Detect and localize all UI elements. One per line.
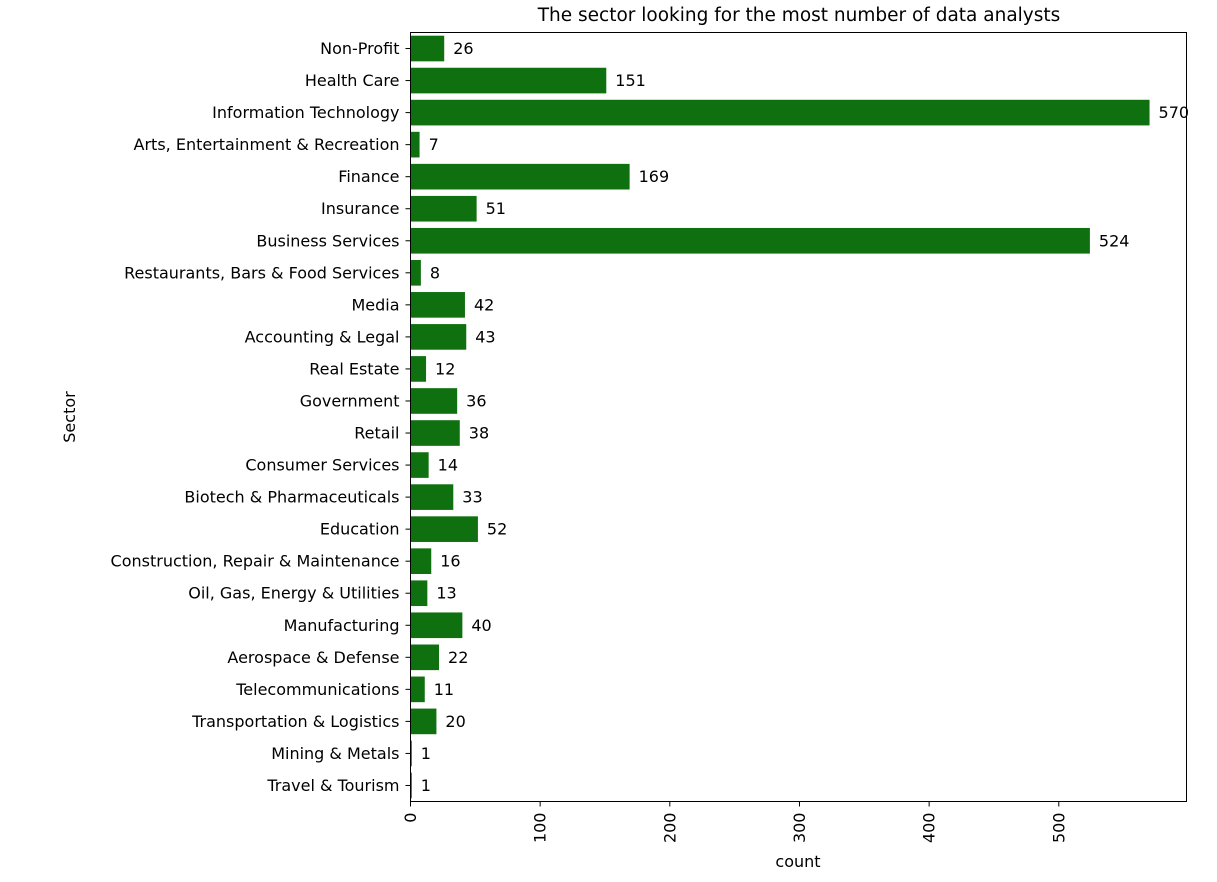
bar-non-profit xyxy=(410,35,445,62)
y-tick-label-media: Media xyxy=(351,295,399,314)
y-tick-label-travel-and-tourism: Travel & Tourism xyxy=(266,776,399,795)
x-axis-label: count xyxy=(775,852,820,871)
bars-layer xyxy=(410,35,1150,799)
value-label-retail: 38 xyxy=(469,424,489,443)
value-label-real-estate: 12 xyxy=(435,359,455,378)
value-label-health-care: 151 xyxy=(615,71,646,90)
bar-retail xyxy=(410,420,460,446)
x-tick-label-100: 100 xyxy=(531,813,550,844)
y-tick-label-oil-gas-energy-and-utilities: Oil, Gas, Energy & Utilities xyxy=(188,584,399,603)
bar-transportation-and-logistics xyxy=(410,708,437,735)
chart-title: The sector looking for the most number o… xyxy=(537,5,1061,26)
value-label-transportation-and-logistics: 20 xyxy=(445,712,465,731)
bar-restaurants-bars-and-food-services xyxy=(410,259,421,286)
y-tick-label-real-estate: Real Estate xyxy=(309,359,399,378)
y-tick-label-finance: Finance xyxy=(338,167,399,186)
value-label-insurance: 51 xyxy=(486,199,506,218)
value-label-telecommunications: 11 xyxy=(434,680,454,699)
y-tick-label-business-services: Business Services xyxy=(256,231,399,250)
y-axis-ticks: Non-Profit Health Care Information Technol… xyxy=(111,39,411,795)
value-label-biotech-and-pharmaceuticals: 33 xyxy=(462,488,482,507)
value-label-business-services: 524 xyxy=(1099,231,1130,250)
bar-finance xyxy=(410,163,630,190)
bar-media xyxy=(410,292,465,318)
y-tick-label-non-profit: Non-Profit xyxy=(320,39,399,58)
x-axis-ticks: 0 100 200 300 400 500 xyxy=(401,801,1068,844)
x-tick-label-0: 0 xyxy=(401,813,420,823)
x-tick-label-500: 500 xyxy=(1049,813,1068,844)
bar-government xyxy=(410,388,458,414)
y-tick-label-accounting-and-legal: Accounting & Legal xyxy=(245,327,400,346)
bar-mining-and-metals xyxy=(410,740,412,767)
y-tick-label-construction-repair-and-maintenance: Construction, Repair & Maintenance xyxy=(111,552,400,571)
x-tick-label-300: 300 xyxy=(790,813,809,844)
bar-travel-and-tourism xyxy=(410,772,412,799)
value-label-accounting-and-legal: 43 xyxy=(475,327,495,346)
value-label-restaurants-bars-and-food-services: 8 xyxy=(430,263,440,282)
bar-consumer-services xyxy=(410,452,429,478)
bar-oil-gas-energy-and-utilities xyxy=(410,580,428,607)
y-tick-label-restaurants-bars-and-food-services: Restaurants, Bars & Food Services xyxy=(124,263,399,282)
y-tick-label-mining-and-metals: Mining & Metals xyxy=(271,744,399,763)
y-tick-label-consumer-services: Consumer Services xyxy=(245,456,399,475)
y-tick-label-health-care: Health Care xyxy=(305,71,400,90)
y-tick-label-telecommunications: Telecommunications xyxy=(235,680,399,699)
y-tick-label-aerospace-and-defense: Aerospace & Defense xyxy=(227,648,399,667)
value-label-media: 42 xyxy=(474,295,494,314)
value-label-oil-gas-energy-and-utilities: 13 xyxy=(436,584,456,603)
x-tick-label-200: 200 xyxy=(660,813,679,844)
y-tick-label-transportation-and-logistics: Transportation & Logistics xyxy=(191,712,399,731)
value-label-construction-repair-and-maintenance: 16 xyxy=(440,552,460,571)
bar-insurance xyxy=(410,195,477,222)
value-label-travel-and-tourism: 1 xyxy=(421,776,431,795)
bar-accounting-and-legal xyxy=(410,324,467,350)
y-tick-label-arts-entertainment-and-recreation: Arts, Entertainment & Recreation xyxy=(134,135,400,154)
bar-business-services xyxy=(410,227,1090,254)
value-label-finance: 169 xyxy=(639,167,670,186)
bar-arts-entertainment-and-recreation xyxy=(410,131,420,158)
value-label-non-profit: 26 xyxy=(453,39,473,58)
y-tick-label-manufacturing: Manufacturing xyxy=(284,616,400,635)
y-tick-label-biotech-and-pharmaceuticals: Biotech & Pharmaceuticals xyxy=(184,488,399,507)
x-tick-label-400: 400 xyxy=(920,813,939,844)
y-tick-label-government: Government xyxy=(300,391,400,410)
y-tick-label-education: Education xyxy=(320,520,400,539)
value-label-aerospace-and-defense: 22 xyxy=(448,648,468,667)
bar-telecommunications xyxy=(410,676,425,703)
value-label-manufacturing: 40 xyxy=(471,616,491,635)
bar-real-estate xyxy=(410,356,427,382)
value-label-arts-entertainment-and-recreation: 7 xyxy=(429,135,439,154)
bar-health-care xyxy=(410,67,607,94)
y-axis-label: Sector xyxy=(60,391,79,443)
y-tick-label-retail: Retail xyxy=(354,424,399,443)
value-label-consumer-services: 14 xyxy=(438,456,458,475)
bar-education xyxy=(410,516,478,542)
y-tick-label-information-technology: Information Technology xyxy=(212,103,399,122)
bar-construction-repair-and-maintenance xyxy=(410,548,432,575)
value-label-education: 52 xyxy=(487,520,507,539)
value-label-information-technology: 570 xyxy=(1159,103,1190,122)
bar-biotech-and-pharmaceuticals xyxy=(410,484,454,510)
value-label-government: 36 xyxy=(466,391,486,410)
bar-information-technology xyxy=(410,99,1150,126)
plot-area-frame xyxy=(410,32,1187,802)
y-tick-label-insurance: Insurance xyxy=(321,199,400,218)
value-label-mining-and-metals: 1 xyxy=(421,744,431,763)
bar-manufacturing xyxy=(410,612,463,639)
bar-aerospace-and-defense xyxy=(410,644,440,671)
